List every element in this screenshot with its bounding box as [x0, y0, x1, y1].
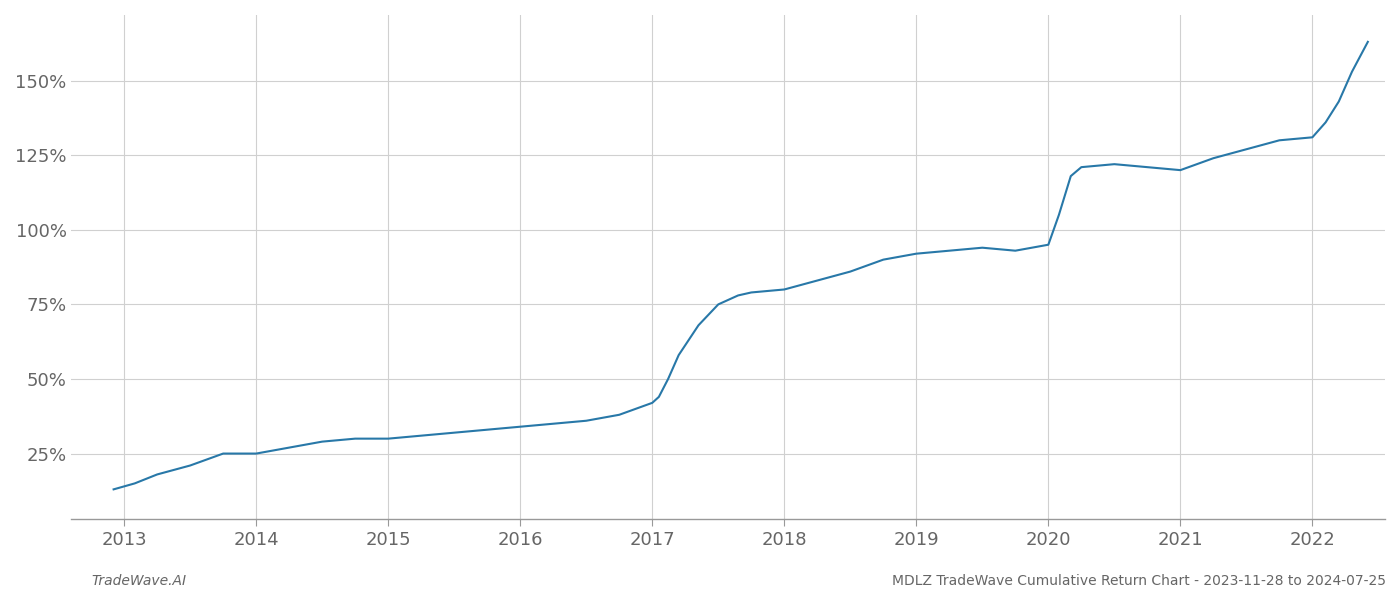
- Text: MDLZ TradeWave Cumulative Return Chart - 2023-11-28 to 2024-07-25: MDLZ TradeWave Cumulative Return Chart -…: [892, 574, 1386, 588]
- Text: TradeWave.AI: TradeWave.AI: [91, 574, 186, 588]
